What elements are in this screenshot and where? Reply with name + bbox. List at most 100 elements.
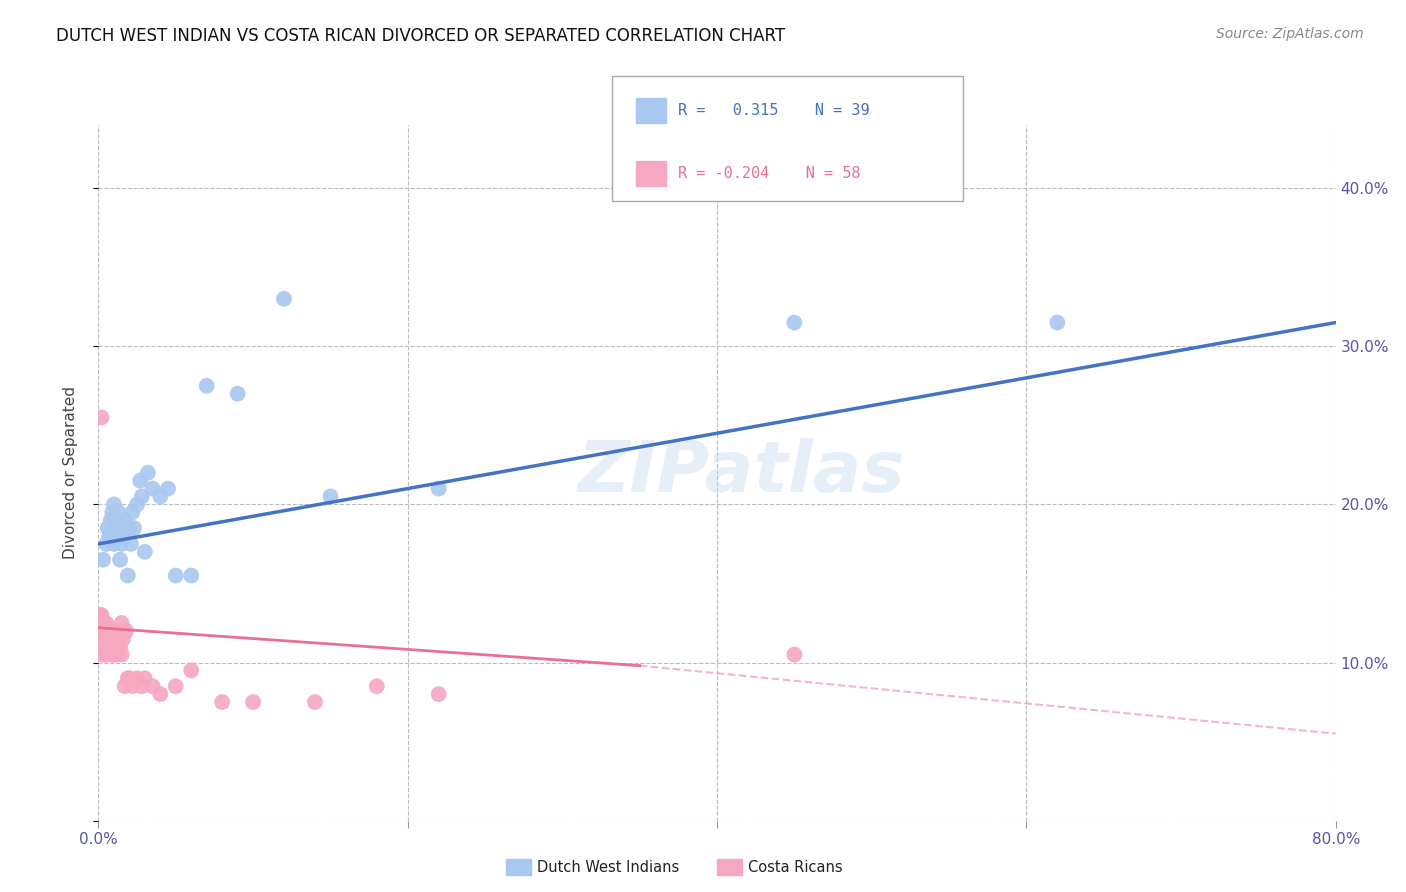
Text: Source: ZipAtlas.com: Source: ZipAtlas.com	[1216, 27, 1364, 41]
Point	[101, 505, 124, 519]
Point	[97, 632, 120, 646]
Point	[91, 624, 114, 638]
Text: Costa Ricans: Costa Ricans	[748, 860, 842, 874]
Point	[142, 679, 165, 693]
Point	[112, 632, 135, 646]
Point	[97, 640, 120, 654]
Point	[98, 632, 121, 646]
Point	[180, 568, 202, 582]
Text: R = -0.204    N = 58: R = -0.204 N = 58	[678, 166, 860, 180]
Point	[366, 679, 388, 693]
Point	[103, 648, 125, 662]
Point	[108, 552, 131, 567]
Point	[319, 490, 342, 504]
Point	[180, 664, 202, 678]
Point	[90, 410, 112, 425]
Point	[98, 648, 121, 662]
Point	[91, 632, 114, 646]
Point	[108, 640, 131, 654]
Point	[96, 632, 118, 646]
Point	[122, 521, 145, 535]
Point	[93, 632, 115, 646]
Point	[1046, 316, 1069, 330]
Point	[111, 615, 134, 630]
Point	[90, 624, 112, 638]
Point	[118, 521, 141, 535]
Point	[131, 679, 153, 693]
Point	[91, 615, 114, 630]
Point	[165, 568, 187, 582]
Point	[115, 521, 138, 535]
Point	[427, 482, 450, 496]
Point	[91, 552, 114, 567]
Point	[101, 624, 124, 638]
Point	[91, 648, 114, 662]
Point	[111, 648, 134, 662]
Point	[157, 482, 180, 496]
Point	[120, 537, 142, 551]
Point	[114, 679, 136, 693]
Point	[104, 640, 127, 654]
Point	[242, 695, 264, 709]
Point	[93, 615, 115, 630]
Point	[98, 624, 121, 638]
Point	[96, 537, 118, 551]
Point	[783, 316, 806, 330]
Point	[304, 695, 326, 709]
Point	[100, 513, 122, 527]
Point	[105, 648, 128, 662]
Point	[112, 529, 135, 543]
Point	[101, 640, 124, 654]
Point	[118, 671, 141, 685]
Text: Dutch West Indians: Dutch West Indians	[537, 860, 679, 874]
Point	[111, 537, 134, 551]
Point	[103, 497, 125, 511]
Point	[273, 292, 295, 306]
Point	[142, 482, 165, 496]
Point	[103, 537, 125, 551]
Point	[149, 687, 172, 701]
Point	[134, 671, 156, 685]
Point	[136, 466, 159, 480]
Point	[165, 679, 187, 693]
Point	[117, 671, 139, 685]
Point	[127, 497, 149, 511]
Point	[115, 624, 138, 638]
Point	[100, 624, 122, 638]
Point	[89, 608, 111, 623]
Point	[121, 679, 143, 693]
Point	[211, 695, 233, 709]
Point	[195, 378, 218, 392]
Point	[103, 624, 125, 638]
Point	[101, 648, 124, 662]
Text: R =   0.315    N = 39: R = 0.315 N = 39	[678, 103, 869, 118]
Text: ZIPatlas: ZIPatlas	[578, 438, 905, 508]
Point	[427, 687, 450, 701]
Point	[127, 671, 149, 685]
Text: DUTCH WEST INDIAN VS COSTA RICAN DIVORCED OR SEPARATED CORRELATION CHART: DUTCH WEST INDIAN VS COSTA RICAN DIVORCE…	[56, 27, 786, 45]
Point	[96, 640, 118, 654]
Point	[103, 632, 125, 646]
Point	[134, 545, 156, 559]
Point	[121, 505, 143, 519]
Point	[105, 513, 128, 527]
Point	[96, 615, 118, 630]
Point	[783, 648, 806, 662]
Point	[96, 648, 118, 662]
Point	[89, 624, 111, 638]
Point	[114, 513, 136, 527]
Point	[98, 529, 121, 543]
Point	[97, 521, 120, 535]
Point	[111, 521, 134, 535]
Point	[117, 568, 139, 582]
Point	[98, 632, 121, 646]
Point	[100, 640, 122, 654]
Point	[104, 521, 127, 535]
Point	[107, 505, 129, 519]
Point	[104, 632, 127, 646]
Point	[105, 624, 128, 638]
Point	[131, 490, 153, 504]
Point	[97, 624, 120, 638]
Y-axis label: Divorced or Separated: Divorced or Separated	[63, 386, 77, 559]
Point	[90, 608, 112, 623]
